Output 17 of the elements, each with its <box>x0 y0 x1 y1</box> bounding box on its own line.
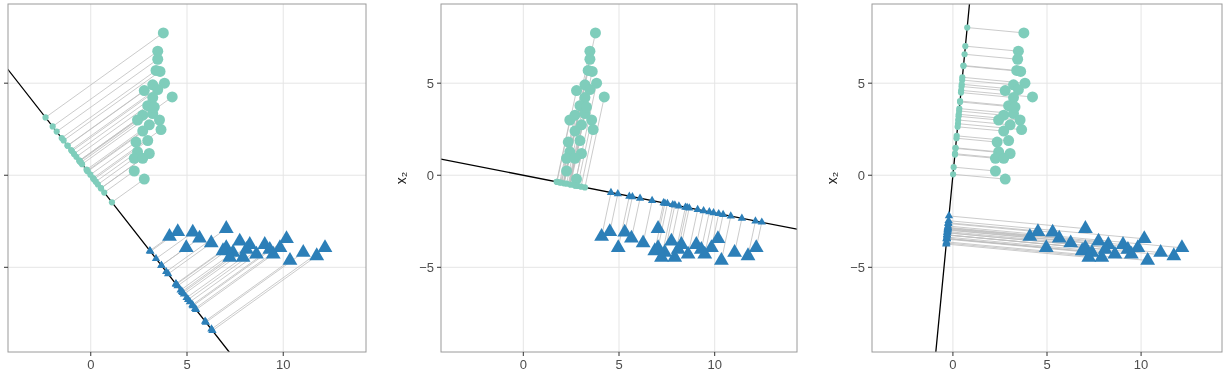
x-tick-label: 5 <box>615 357 623 372</box>
x-tick-label: 10 <box>707 357 722 372</box>
x-tick-label: 0 <box>87 357 95 372</box>
y-tick-label: 0 <box>426 167 434 183</box>
y-axis-title: x₂ <box>824 171 840 185</box>
y-tick-label: −5 <box>419 259 434 275</box>
x-tick-label: 5 <box>1043 357 1051 372</box>
x-tick-label: 10 <box>1133 357 1149 372</box>
x-tick-label: 5 <box>183 357 191 372</box>
y-tick-label: 0 <box>857 167 865 183</box>
x-tick-label: 0 <box>949 357 957 372</box>
y-tick-label: 5 <box>857 75 865 91</box>
x-tick-label: 10 <box>276 357 291 372</box>
y-tick-label: 5 <box>426 75 434 91</box>
x-tick-label: 0 <box>519 357 527 372</box>
y-tick-label: −5 <box>850 259 865 275</box>
y-axis-title: x₂ <box>393 171 409 185</box>
